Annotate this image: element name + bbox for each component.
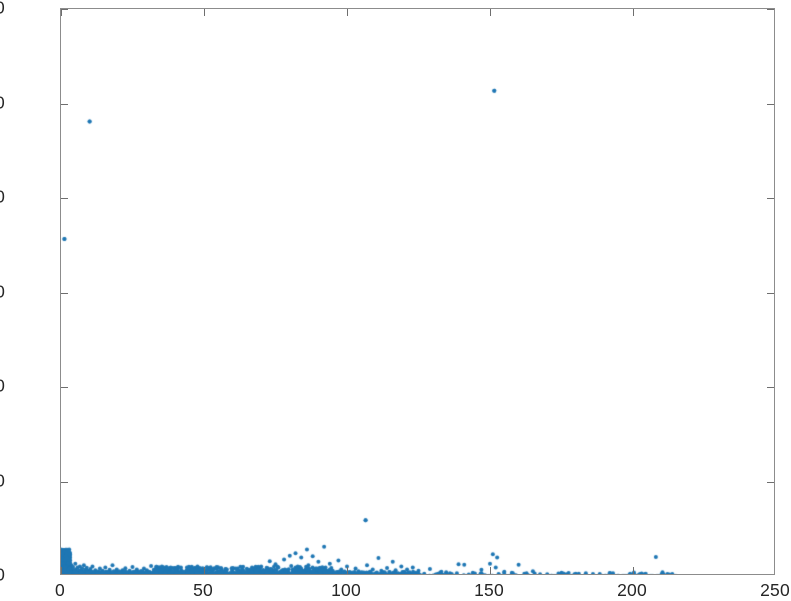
y-tick-label-4: 8000 [0, 187, 5, 208]
plot-area [60, 8, 775, 575]
y-tick-right-4 [767, 198, 774, 200]
y-tick-label-6: 12000 [0, 0, 5, 19]
x-tick-label-2: 100 [331, 580, 361, 600]
x-tick-0 [61, 567, 63, 574]
x-tick-label-0: 0 [55, 580, 65, 600]
y-tick-1 [61, 481, 68, 483]
y-tick-label-2: 4000 [0, 376, 5, 397]
y-tick-right-5 [767, 103, 774, 105]
y-tick-label-1: 2000 [0, 470, 5, 491]
y-tick-label-5: 10000 [0, 92, 5, 113]
y-tick-label-3: 6000 [0, 281, 5, 302]
x-tick-2 [347, 567, 349, 574]
y-tick-label-0: 0 [0, 565, 5, 586]
x-tick-top-4 [633, 9, 635, 16]
x-tick-top-0 [61, 9, 63, 16]
x-tick-3 [490, 567, 492, 574]
y-tick-3 [61, 292, 68, 294]
y-tick-right-6 [767, 9, 774, 11]
y-tick-right-3 [767, 292, 774, 294]
x-tick-1 [204, 567, 206, 574]
y-tick-right-1 [767, 481, 774, 483]
y-tick-5 [61, 103, 68, 105]
x-tick-label-1: 50 [193, 580, 213, 600]
x-tick-label-3: 150 [474, 580, 504, 600]
y-tick-right-2 [767, 387, 774, 389]
y-tick-2 [61, 387, 68, 389]
x-tick-top-2 [347, 9, 349, 16]
y-tick-4 [61, 198, 68, 200]
x-tick-4 [633, 567, 635, 574]
x-tick-label-5: 250 [760, 580, 790, 600]
x-tick-top-1 [204, 9, 206, 16]
x-tick-label-4: 200 [617, 580, 647, 600]
x-tick-top-3 [490, 9, 492, 16]
y-tick-6 [61, 9, 68, 11]
scatter-points-layer [61, 9, 774, 574]
